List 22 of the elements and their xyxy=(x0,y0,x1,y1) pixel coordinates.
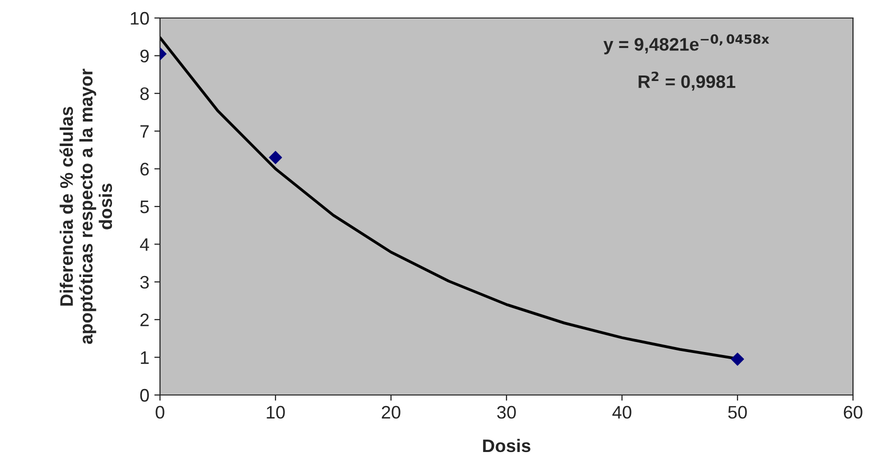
x-tick-label: 50 xyxy=(728,406,747,419)
y-tick-label: 0 xyxy=(140,388,149,402)
x-tick-label: 20 xyxy=(382,406,400,419)
y-tick-label: 6 xyxy=(140,162,149,176)
y-tick-label: 7 xyxy=(140,125,149,138)
x-tick-label: 30 xyxy=(497,406,516,419)
y-tick-label: 4 xyxy=(140,238,150,251)
x-tick-label: 40 xyxy=(612,406,632,419)
y-tick-label: 5 xyxy=(140,200,149,214)
x-tick-label: 0 xyxy=(156,406,164,419)
x-tick-label: 60 xyxy=(844,406,862,419)
y-tick-label: 1 xyxy=(140,351,149,364)
annotation: y = 9,4821e$^{−0,0458x}$ xyxy=(603,34,770,54)
annotation: R$^{2}$ = 0,9981 xyxy=(638,72,736,91)
y-tick-label: 10 xyxy=(130,12,149,25)
y-tick-label: 8 xyxy=(140,87,149,100)
y-tick-label: 3 xyxy=(140,276,149,289)
y-tick-label: 2 xyxy=(140,314,149,326)
x-axis-title: Dosis xyxy=(483,438,530,452)
y-tick-label: 9 xyxy=(140,50,149,62)
x-tick-label: 10 xyxy=(266,406,285,419)
y-axis-title: Diferencia de % células apoptóticas respecto a la mayor dosis xyxy=(60,68,112,344)
